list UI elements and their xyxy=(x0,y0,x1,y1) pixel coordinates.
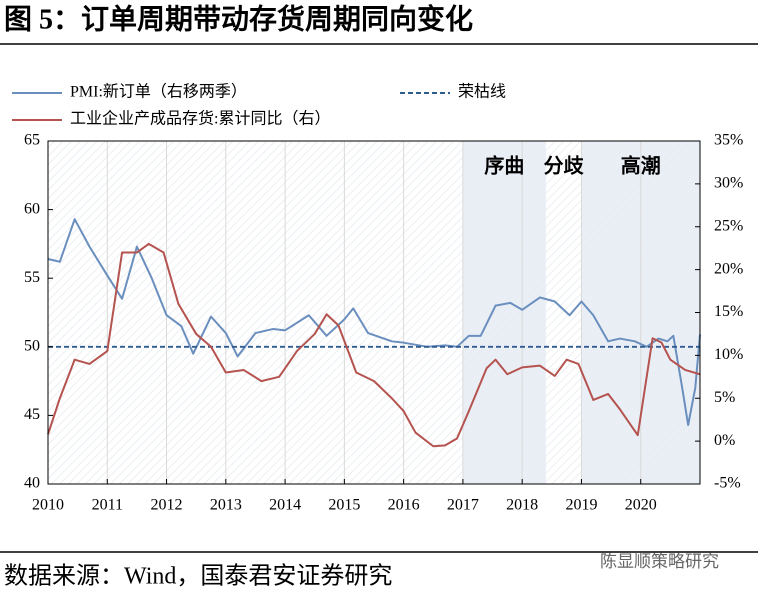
phase-label: 分歧 xyxy=(544,154,585,178)
y2-tick-label: 10% xyxy=(714,346,743,363)
y2-tick-label: 30% xyxy=(714,175,743,192)
y2-tick-label: 25% xyxy=(714,217,743,234)
y2-tick-label: 5% xyxy=(714,389,735,406)
x-tick-label: 2016 xyxy=(388,497,420,514)
x-tick-label: 2020 xyxy=(625,497,657,514)
x-tick-label: 2013 xyxy=(210,497,242,514)
legend-label: 工业企业产成品存货:累计同比（右） xyxy=(70,110,330,128)
x-tick-label: 2012 xyxy=(151,497,183,514)
series-line xyxy=(47,242,701,448)
x-tick-label: 2014 xyxy=(269,497,301,514)
phase-region xyxy=(462,141,546,484)
phase-label: 序曲 xyxy=(484,154,524,178)
y-tick-label: 40 xyxy=(24,475,40,492)
watermark: 陈显顺策略研究 xyxy=(600,552,719,571)
x-tick-label: 2011 xyxy=(92,497,123,514)
y2-tick-label: 15% xyxy=(714,303,743,320)
chart-title: 图 5：订单周期带动存货周期同向变化 xyxy=(4,2,473,35)
legend-label: PMI:新订单（右移两季） xyxy=(70,83,247,101)
x-tick-label: 2017 xyxy=(447,497,479,514)
y-tick-label: 65 xyxy=(24,132,40,149)
y2-tick-label: 35% xyxy=(714,132,743,149)
source-note: 数据来源：Wind，国泰君安证券研究 xyxy=(4,563,392,590)
y-tick-label: 45 xyxy=(24,406,40,423)
x-tick-label: 2010 xyxy=(32,497,64,514)
legend-label: 荣枯线 xyxy=(458,83,506,101)
x-tick-label: 2018 xyxy=(506,497,538,514)
y2-tick-label: 20% xyxy=(714,260,743,277)
y-tick-label: 50 xyxy=(24,337,40,354)
x-tick-label: 2015 xyxy=(328,497,360,514)
phase-label: 高潮 xyxy=(621,154,661,178)
y2-tick-label: 0% xyxy=(714,432,735,449)
y-tick-label: 60 xyxy=(24,200,40,217)
series-line xyxy=(47,218,701,426)
y2-tick-label: -5% xyxy=(714,475,741,492)
y-tick-label: 55 xyxy=(24,269,40,286)
x-tick-label: 2019 xyxy=(565,497,597,514)
